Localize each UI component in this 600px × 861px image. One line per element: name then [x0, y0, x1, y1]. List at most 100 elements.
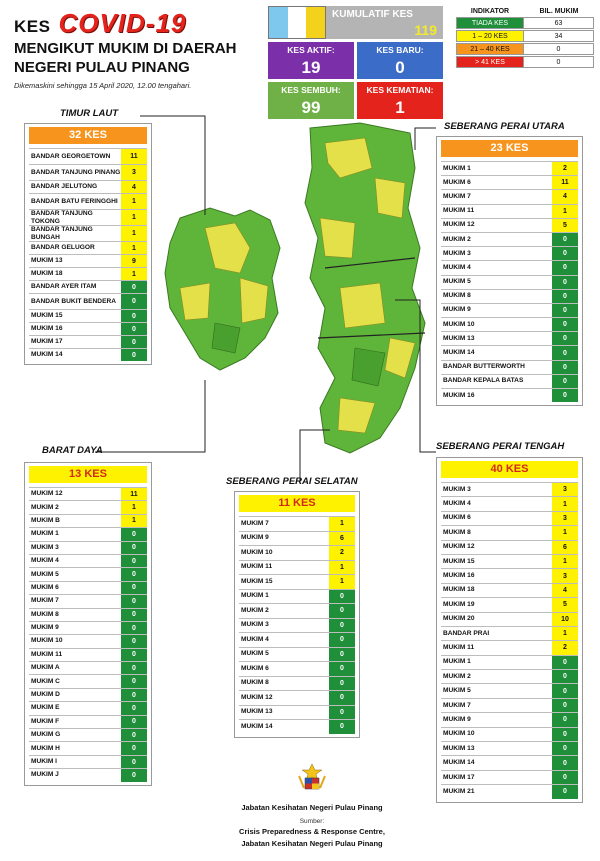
mukim-name: MUKIM 11	[31, 650, 63, 658]
table-row: MUKIM H 0	[29, 741, 147, 755]
case-count: 0	[552, 303, 578, 318]
table-row: MUKIM 12 0	[239, 690, 355, 705]
table-row: MUKIM 15 0	[29, 309, 147, 322]
mukim-name: MUKIM 12	[241, 693, 273, 701]
table-row: MUKIM C 0	[29, 674, 147, 688]
mukim-name: MUKIM 8	[443, 528, 471, 536]
mukim-name: MUKIM 1	[31, 530, 59, 538]
case-count: 0	[121, 568, 147, 581]
mukim-name: MUKIM 3	[31, 543, 59, 551]
case-count: 1	[121, 194, 147, 209]
case-count: 0	[121, 621, 147, 635]
case-count: 0	[552, 389, 578, 403]
case-count: 1	[121, 268, 147, 280]
table-row: MUKIM F 0	[29, 714, 147, 729]
table-row: MUKIM 5 0	[441, 274, 578, 289]
mukim-name: MUKIM 2	[443, 672, 471, 680]
title-kes: KES	[14, 17, 51, 36]
mukim-name: MUKIM 19	[443, 600, 475, 608]
mukim-name: MUKIM 10	[31, 637, 63, 645]
table-row: BANDAR AYER ITAM 0	[29, 280, 147, 293]
title-row: KES COVID-19	[14, 8, 264, 39]
case-count: 3	[552, 511, 578, 526]
mukim-name: MUKIM 14	[443, 759, 475, 767]
case-count: 0	[329, 720, 355, 734]
mukim-name: MUKIM 1	[241, 592, 269, 600]
table-row: MUKIM 5 0	[441, 683, 578, 698]
case-count: 0	[121, 635, 147, 648]
mukim-name: BANDAR TANJUNG BUNGAH	[31, 225, 93, 241]
indicator-count: 0	[524, 43, 594, 55]
table-row: MUKIM 9 6	[239, 530, 355, 545]
table-row: MUKIM 14 0	[441, 345, 578, 360]
recovered-cases-box: KES SEMBUH: 99	[268, 82, 354, 119]
table-row: MUKIM 9 0	[441, 302, 578, 318]
mukim-name: MUKIM 13	[443, 334, 475, 342]
table-row: MUKIM 18 4	[441, 582, 578, 598]
case-count: 0	[121, 595, 147, 608]
case-count: 5	[552, 218, 578, 232]
case-count: 5	[552, 598, 578, 612]
case-count: 0	[552, 275, 578, 289]
mukim-name: MUKIM 10	[241, 548, 273, 556]
agency-name: Jabatan Kesihatan Negeri Pulau Pinang	[241, 803, 383, 812]
case-count: 2	[329, 546, 355, 560]
table-row: MUKIM 3 0	[29, 540, 147, 554]
indicator-label: 1 – 20 KES	[456, 30, 524, 42]
case-count: 0	[552, 713, 578, 727]
case-count: 0	[329, 705, 355, 719]
table-row: BANDAR BATU FERINGGHI 1	[29, 193, 147, 209]
table-row: MUKIM D 0	[29, 687, 147, 702]
table-row: MUKIM 3 3	[441, 482, 578, 497]
case-count: 1	[552, 626, 578, 641]
mukim-name: BANDAR BUTTERWORTH	[443, 363, 525, 371]
mukim-name: MUKIM A	[31, 664, 60, 672]
mukim-name: BANDAR TANJUNG PINANG	[31, 168, 121, 176]
mukim-name: MUKIM 12	[443, 221, 475, 229]
case-count: 0	[121, 294, 147, 309]
active-cases-box: KES AKTIF: 19	[268, 42, 354, 79]
penang-district-map	[164, 122, 426, 454]
table-row: MUKIM 13 0	[441, 741, 578, 756]
case-count: 1	[329, 517, 355, 531]
case-count: 0	[329, 633, 355, 647]
table-row: BANDAR BUTTERWORTH 0	[441, 359, 578, 374]
mukim-name: MUKIM 14	[241, 722, 273, 730]
mukim-name: MUKIM 11	[443, 643, 475, 651]
island-map-shape	[164, 207, 281, 371]
mukim-name: MUKIM 13	[443, 744, 475, 752]
table-row: MUKIM 2 0	[441, 669, 578, 684]
table-row: BANDAR BUKIT BENDERA 0	[29, 293, 147, 309]
cumulative-value: 119	[414, 22, 437, 38]
mukim-name: MUKIM 3	[443, 485, 471, 493]
case-count: 1	[121, 210, 147, 225]
count-header: BIL. MUKIM	[539, 8, 579, 15]
case-count: 0	[552, 727, 578, 742]
case-count: 1	[121, 242, 147, 254]
table-row: MUKIM 9 0	[29, 620, 147, 635]
indicator-row: > 41 KES 0	[456, 56, 594, 68]
table-row: MUKIM 6 11	[441, 175, 578, 190]
case-count: 0	[552, 360, 578, 374]
mukim-name: MUKIM 4	[31, 557, 59, 565]
case-count: 0	[121, 528, 147, 541]
table-row: MUKIM 14 0	[441, 755, 578, 770]
table-row: MUKIM 3 0	[239, 617, 355, 632]
new-value: 0	[395, 58, 405, 77]
case-count: 0	[121, 715, 147, 729]
table-row: MUKIM 6 0	[239, 661, 355, 676]
table-row: MUKIM 4 0	[441, 260, 578, 275]
mukim-name: MUKIM 16	[31, 325, 63, 332]
table-row: MUKIM 5 0	[239, 646, 355, 661]
panel-sp-utara: 23 KES MUKIM 1 2 MUKIM 6 11 MUKIM 7 4 MUKIM 11 1…	[436, 136, 583, 407]
mukim-name: MUKIM J	[31, 771, 59, 779]
mukim-name: MUKIM 7	[443, 701, 471, 709]
mukim-name: MUKIM E	[31, 704, 60, 712]
table-row: MUKIM A 0	[29, 661, 147, 675]
indicator-label: > 41 KES	[456, 56, 524, 68]
mukim-name: MUKIM 9	[31, 624, 59, 632]
case-count: 11	[121, 149, 147, 164]
mukim-name: MUKIM 14	[443, 349, 475, 357]
table-row: MUKIM 21 0	[441, 784, 578, 799]
mukim-name: MUKIM 12	[443, 543, 475, 551]
